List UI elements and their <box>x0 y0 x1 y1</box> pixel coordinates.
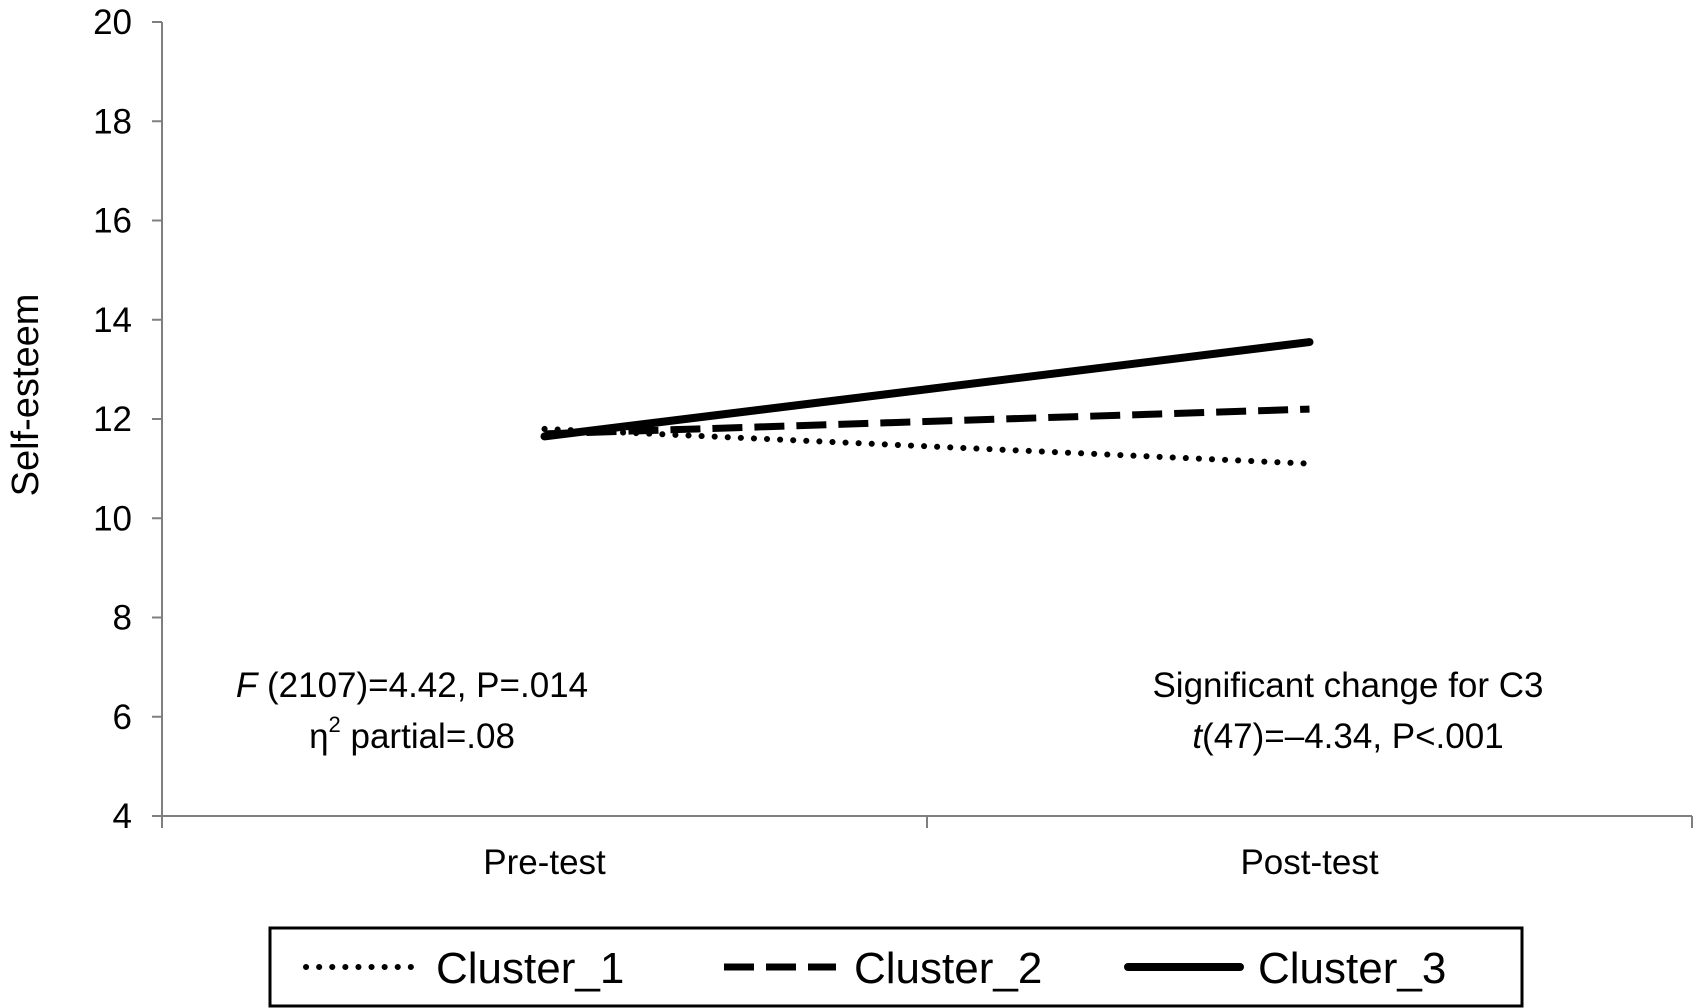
t-test-annotation: t(47)=–4.34, P<.001 <box>1192 717 1503 756</box>
legend-box <box>268 926 1524 1008</box>
legend: Cluster_1 Cluster_2 Cluster_3 <box>303 944 1446 993</box>
x-tick-label: Post-test <box>1240 843 1378 882</box>
y-tick-label: 8 <box>113 599 132 638</box>
y-tick-label: 18 <box>93 102 132 141</box>
anova-annotation: F (2107)=4.42, P=.014 <box>236 666 588 705</box>
y-ticks: 4 6 8 10 12 14 16 18 20 <box>93 3 162 836</box>
significance-annotation: Significant change for C3 <box>1152 666 1543 705</box>
y-tick-label: 10 <box>93 499 132 538</box>
x-tick-label: Pre-test <box>483 843 606 882</box>
effect-size-annotation: η2 partial=.08 <box>309 712 515 756</box>
y-tick-label: 12 <box>93 400 132 439</box>
x-ticks: Pre-test Post-test <box>161 816 1693 882</box>
legend-label: Cluster_2 <box>854 944 1042 993</box>
y-tick-label: 4 <box>113 797 132 836</box>
legend-label: Cluster_3 <box>1258 944 1446 993</box>
y-tick-label: 14 <box>93 301 132 340</box>
y-tick-label: 20 <box>93 3 132 42</box>
y-tick-label: 16 <box>93 202 132 241</box>
y-tick-label: 6 <box>113 698 132 737</box>
series-line-cluster-3 <box>540 338 1314 441</box>
y-axis-title: Self-esteem <box>5 294 47 497</box>
series-group <box>540 338 1314 467</box>
legend-label: Cluster_1 <box>436 944 624 993</box>
series-line-cluster-2 <box>544 405 1310 438</box>
series-line-cluster-1 <box>541 425 1313 467</box>
